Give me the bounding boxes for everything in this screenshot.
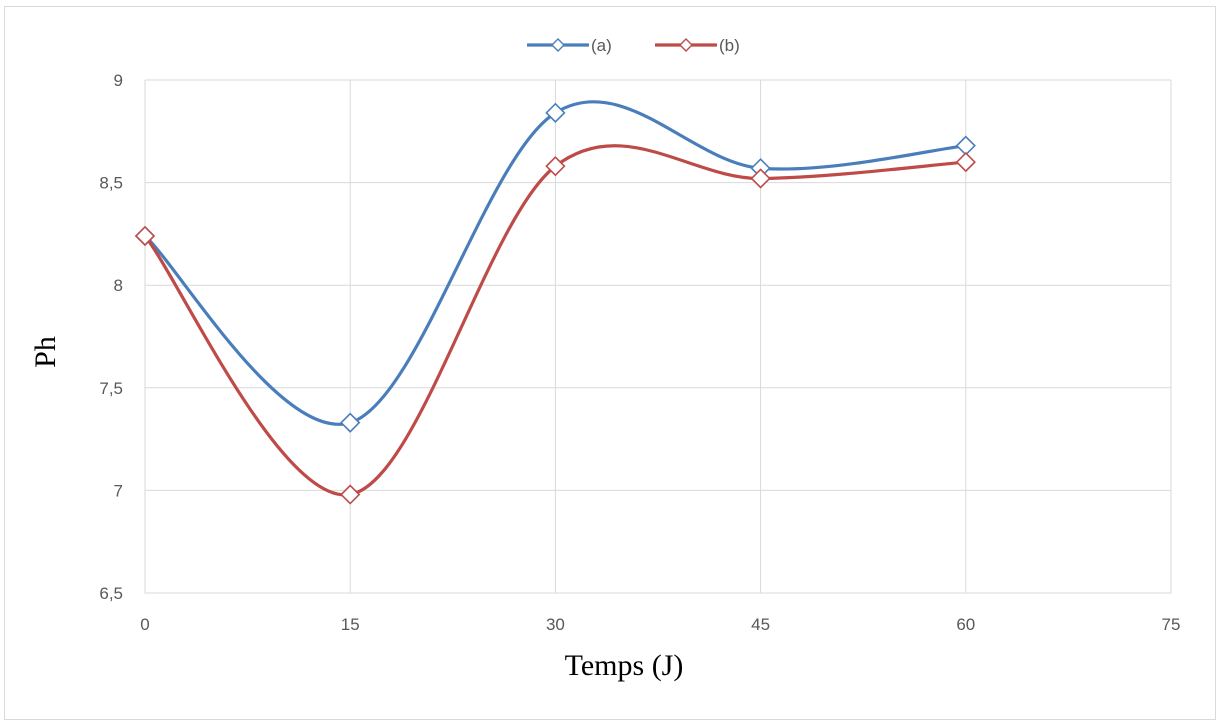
series-layer: [134, 100, 976, 505]
series-b: [134, 144, 976, 505]
y-axis-title: Ph: [29, 336, 62, 368]
y-tick-label: 8: [114, 276, 123, 295]
grid-lines: [144, 79, 1172, 594]
legend-entry: (b): [655, 36, 740, 55]
data-point-marker: [340, 412, 361, 433]
data-point-marker: [545, 102, 566, 123]
tick-labels: 0 15 30 45 60 75 6,5 7 7,5 8 8,5 9: [99, 71, 1180, 634]
y-tick-label: 8,5: [99, 174, 123, 193]
chart-frame: [4, 6, 1216, 720]
data-point-marker: [545, 156, 566, 177]
x-tick-label: 75: [1162, 615, 1181, 634]
x-axis-title: Temps (J): [565, 649, 684, 682]
legend-marker: [551, 38, 565, 52]
legend-entry: (a): [527, 36, 612, 55]
series-line: [143, 100, 968, 426]
x-tick-label: 45: [751, 615, 770, 634]
data-point-marker: [134, 225, 156, 247]
y-tick-label: 7,5: [99, 379, 123, 398]
legend-label: (a): [591, 36, 612, 55]
y-tick-label: 7: [114, 481, 123, 500]
x-tick-label: 0: [140, 615, 149, 634]
y-tick-label: 6,5: [99, 584, 123, 603]
series-line: [143, 144, 968, 497]
data-point-marker: [340, 484, 361, 505]
data-point-marker: [955, 151, 976, 173]
legend-label: (b): [719, 36, 740, 55]
x-tick-label: 30: [546, 615, 565, 634]
data-point-marker: [750, 168, 771, 189]
x-tick-label: 60: [956, 615, 975, 634]
y-tick-label: 9: [114, 71, 123, 90]
x-tick-label: 15: [341, 615, 360, 634]
legend-marker: [679, 38, 693, 52]
legend: (a) (b): [527, 36, 740, 55]
